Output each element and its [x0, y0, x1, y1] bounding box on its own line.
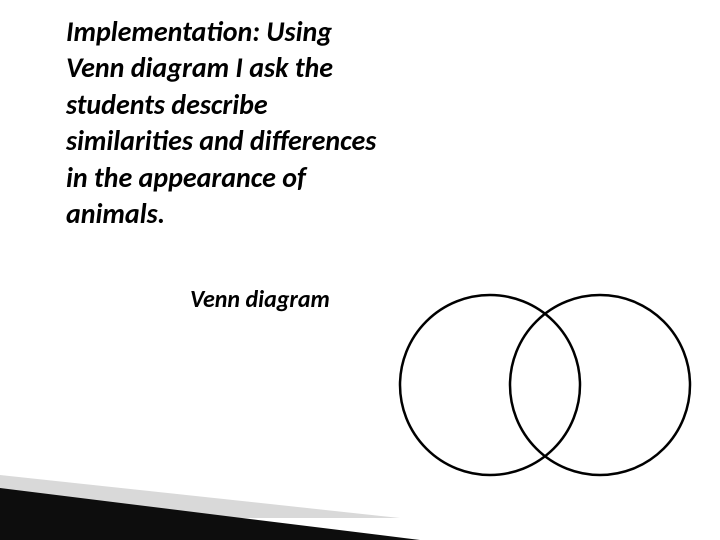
- venn-circle-left: [400, 295, 580, 475]
- wedge-top: [0, 475, 400, 518]
- main-paragraph: Implementation: Using Venn diagram I ask…: [66, 14, 396, 232]
- wedge-bottom: [0, 488, 420, 540]
- venn-diagram: [375, 285, 695, 485]
- decor-wedge: [0, 360, 420, 540]
- venn-circle-right: [510, 295, 690, 475]
- venn-svg: [375, 285, 695, 485]
- venn-caption: Venn diagram: [190, 285, 330, 314]
- slide: Implementation: Using Venn diagram I ask…: [0, 0, 720, 540]
